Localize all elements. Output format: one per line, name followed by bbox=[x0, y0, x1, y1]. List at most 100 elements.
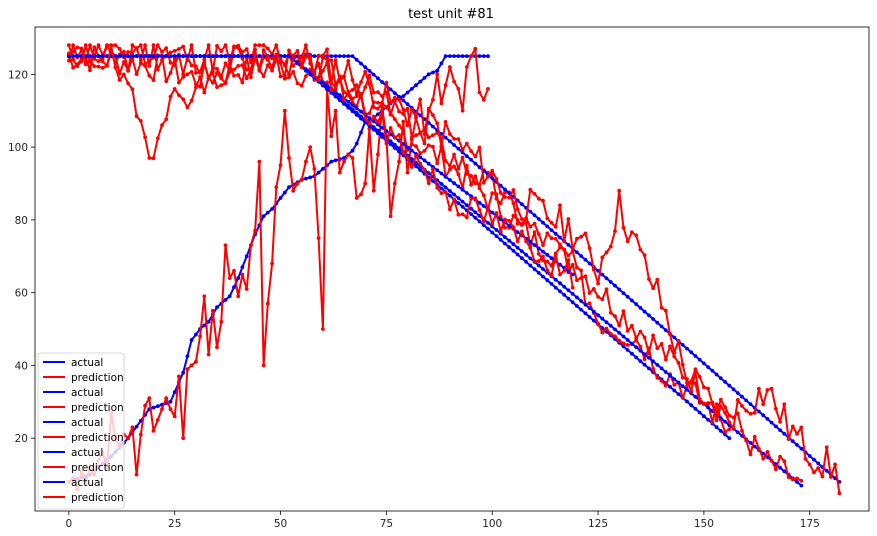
data-point-actual bbox=[799, 483, 804, 488]
x-tick-label: 175 bbox=[800, 518, 820, 530]
data-point-prediction bbox=[143, 43, 148, 48]
data-point-actual bbox=[452, 54, 456, 58]
data-point-prediction bbox=[405, 156, 410, 160]
data-point-actual bbox=[587, 306, 592, 310]
legend-label: prediction bbox=[71, 402, 124, 414]
data-point-prediction bbox=[96, 59, 101, 64]
data-point-prediction bbox=[464, 65, 469, 69]
data-point-actual bbox=[210, 54, 215, 58]
data-point-actual bbox=[350, 148, 355, 153]
data-point-prediction bbox=[473, 181, 478, 186]
data-point-actual bbox=[477, 219, 482, 224]
data-point-prediction bbox=[265, 46, 270, 51]
data-point-actual bbox=[185, 54, 190, 58]
data-point-actual bbox=[172, 390, 177, 394]
data-point-actual bbox=[333, 54, 338, 58]
data-point-prediction bbox=[388, 100, 393, 105]
data-point-prediction bbox=[219, 49, 224, 53]
data-point-actual bbox=[477, 165, 482, 170]
data-point-actual bbox=[549, 228, 554, 233]
data-point-actual bbox=[456, 146, 461, 151]
data-point-actual bbox=[647, 355, 651, 360]
data-point-prediction bbox=[634, 336, 639, 341]
data-point-prediction bbox=[227, 62, 232, 67]
data-point-actual bbox=[337, 54, 342, 58]
data-point-prediction bbox=[206, 43, 211, 48]
data-point-prediction bbox=[481, 193, 486, 198]
data-point-actual bbox=[604, 320, 609, 325]
data-point-actual bbox=[706, 405, 710, 410]
data-point-actual bbox=[503, 235, 507, 240]
data-point-prediction bbox=[316, 236, 321, 241]
data-point-prediction bbox=[304, 43, 308, 48]
data-point-prediction bbox=[185, 58, 190, 62]
data-point-prediction bbox=[181, 72, 186, 77]
data-point-prediction bbox=[397, 123, 401, 128]
data-point-actual bbox=[278, 196, 283, 200]
data-point-prediction bbox=[642, 253, 647, 257]
data-point-prediction bbox=[215, 44, 219, 48]
data-point-prediction bbox=[494, 192, 499, 197]
data-point-actual bbox=[524, 252, 528, 257]
data-point-actual bbox=[520, 249, 524, 254]
data-point-actual bbox=[524, 260, 528, 264]
data-point-actual bbox=[367, 69, 372, 73]
data-point-prediction bbox=[710, 420, 715, 425]
data-point-prediction bbox=[236, 73, 241, 77]
data-point-prediction bbox=[532, 192, 537, 196]
legend-label: prediction bbox=[71, 462, 124, 474]
data-point-prediction bbox=[744, 408, 749, 413]
data-point-actual bbox=[659, 366, 664, 371]
data-point-actual bbox=[346, 54, 351, 58]
data-point-prediction bbox=[799, 478, 804, 483]
data-point-prediction bbox=[583, 274, 588, 279]
data-point-actual bbox=[223, 54, 228, 58]
data-point-actual bbox=[566, 288, 571, 293]
data-point-actual bbox=[795, 480, 799, 484]
data-point-prediction bbox=[350, 96, 355, 101]
data-point-prediction bbox=[651, 286, 655, 291]
data-point-prediction bbox=[545, 216, 550, 221]
data-point-actual bbox=[270, 207, 274, 211]
data-point-actual bbox=[359, 61, 363, 66]
data-point-prediction bbox=[587, 246, 592, 251]
plot-frame bbox=[34, 26, 870, 512]
data-point-prediction bbox=[160, 123, 164, 127]
data-point-prediction bbox=[168, 60, 173, 65]
data-point-prediction bbox=[443, 190, 448, 195]
data-point-prediction bbox=[130, 50, 135, 55]
data-point-prediction bbox=[299, 55, 304, 60]
data-point-prediction bbox=[308, 67, 313, 72]
data-point-actual bbox=[608, 280, 613, 284]
data-point-prediction bbox=[376, 106, 380, 111]
data-point-prediction bbox=[443, 83, 448, 88]
data-point-prediction bbox=[604, 287, 609, 292]
data-point-prediction bbox=[342, 159, 346, 164]
data-point-actual bbox=[464, 54, 469, 58]
data-point-prediction bbox=[172, 87, 177, 91]
data-point-actual bbox=[376, 76, 380, 81]
data-point-prediction bbox=[278, 57, 283, 61]
data-point-actual bbox=[439, 171, 444, 176]
series-line-actual bbox=[68, 55, 574, 276]
data-point-prediction bbox=[676, 339, 681, 343]
data-point-prediction bbox=[359, 93, 363, 98]
data-point-prediction bbox=[600, 255, 605, 260]
data-point-prediction bbox=[668, 332, 672, 337]
data-point-prediction bbox=[638, 247, 643, 252]
data-point-prediction bbox=[435, 161, 440, 166]
data-point-prediction bbox=[583, 231, 588, 236]
data-point-prediction bbox=[723, 405, 727, 410]
data-point-prediction bbox=[460, 108, 465, 113]
data-point-actual bbox=[448, 139, 452, 144]
data-point-actual bbox=[92, 54, 97, 58]
data-point-actual bbox=[477, 54, 482, 58]
data-point-actual bbox=[490, 210, 495, 215]
data-point-actual bbox=[456, 54, 461, 58]
data-point-prediction bbox=[287, 72, 291, 77]
data-point-prediction bbox=[155, 136, 160, 141]
data-point-prediction bbox=[786, 437, 791, 441]
data-point-prediction bbox=[185, 105, 190, 110]
data-point-prediction bbox=[735, 398, 740, 402]
data-point-actual bbox=[134, 54, 139, 58]
